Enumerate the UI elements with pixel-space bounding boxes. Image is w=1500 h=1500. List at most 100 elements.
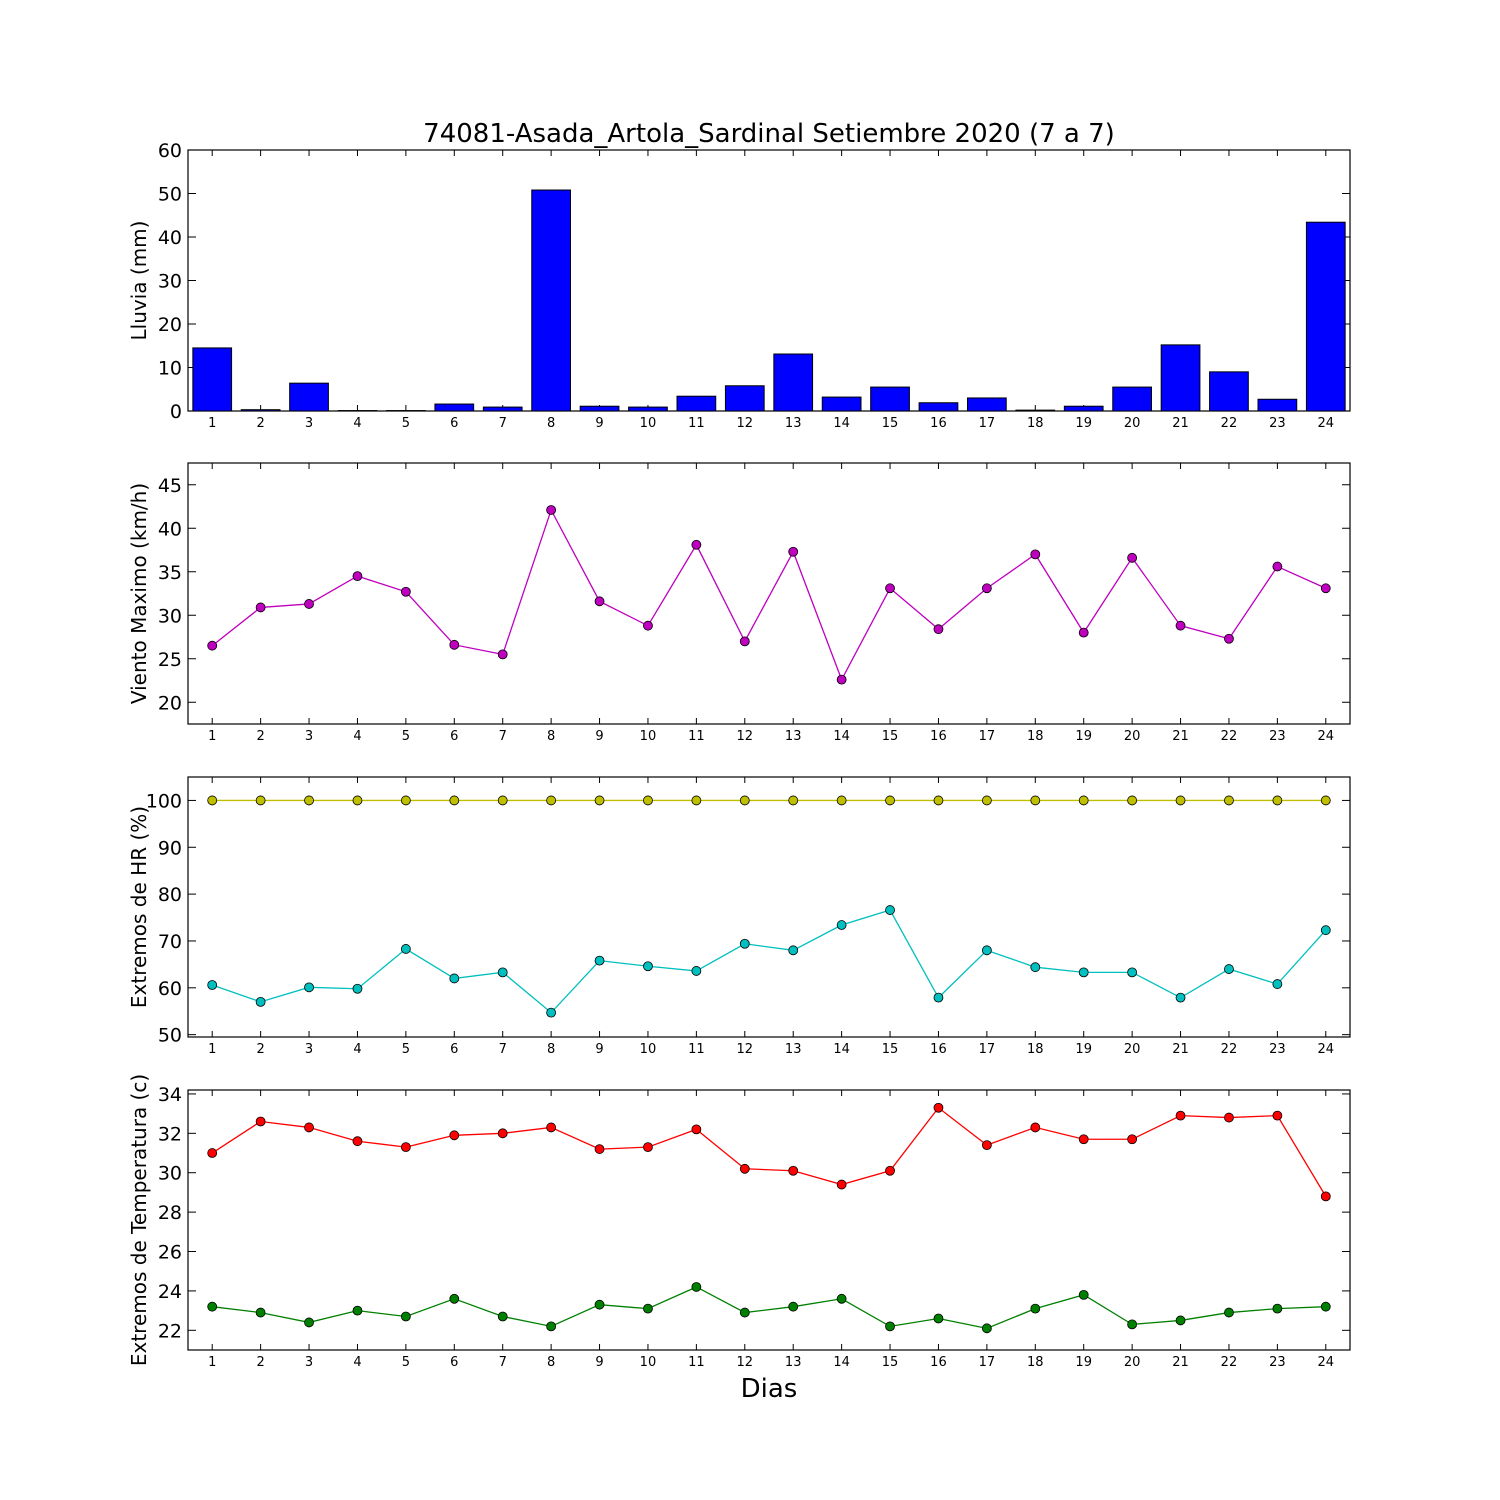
x-tick-label: 1 [208,1042,216,1057]
data-point [1320,1191,1331,1202]
data-point [1320,1301,1331,1312]
data-point [207,640,218,651]
x-tick-label: 9 [595,1042,603,1057]
x-tick-label: 19 [1075,1355,1092,1370]
y-tick-label: 100 [146,790,182,812]
y-tick-label: 50 [158,1025,182,1047]
x-tick-label: 5 [402,729,410,744]
data-point [1272,1303,1283,1314]
x-tick-label: 14 [833,1355,850,1370]
x-tick-label: 2 [256,1042,264,1057]
y-tick-label: 0 [170,401,182,423]
bar [676,395,717,412]
series-1 [207,1102,1331,1202]
data-point [1175,620,1186,631]
data-point [981,1323,992,1334]
x-tick-label: 24 [1318,1355,1335,1370]
data-point [933,624,944,635]
data-point [1127,552,1138,563]
bar [482,406,523,412]
x-tick-label: 12 [737,1355,754,1370]
x-tick-label: 14 [833,1042,850,1057]
y-tick-label: 80 [158,884,182,906]
y-tick-label: 45 [158,475,182,497]
y-tick-label: 35 [158,562,182,584]
data-point [449,1130,460,1141]
plot-frame [187,1089,1351,1351]
data-point [449,639,460,650]
data-point [1224,1307,1234,1318]
data-point [981,945,992,956]
x-tick-label: 8 [547,1355,555,1370]
x-tick-label: 22 [1221,729,1238,744]
bar [724,385,765,412]
y-tick-label: 60 [158,978,182,1000]
data-point [1272,795,1283,806]
data-point [739,1307,750,1318]
data-point [497,1311,508,1322]
data-point [1224,795,1234,806]
data-point [1320,583,1331,594]
y-tick-label: 32 [158,1123,182,1145]
x-tick-label: 14 [833,416,850,431]
y-axis-label: Extremos de Temperatura (c) [127,1074,151,1366]
x-tick-label: 24 [1318,416,1335,431]
data-point [1078,1289,1089,1300]
y-tick-label: 40 [158,518,182,540]
data-point [739,1163,750,1174]
series-line [211,1106,1327,1197]
bar [289,382,329,412]
data-point [546,795,557,806]
x-tick-label: 6 [450,1042,458,1057]
y-tick-label: 90 [158,837,182,859]
x-tick-label: 19 [1075,729,1092,744]
bar [1112,386,1152,412]
y-tick-label: 40 [158,227,182,249]
bar [1305,221,1346,412]
data-point [546,505,557,515]
x-tick-label: 11 [688,1042,705,1057]
data-point [1127,967,1138,978]
data-point [836,795,847,806]
x-tick-label: 13 [785,729,802,744]
x-tick-label: 7 [499,1355,507,1370]
x-tick-label: 19 [1075,416,1092,431]
data-point [497,967,508,978]
x-tick-label: 15 [882,1355,899,1370]
x-tick-label: 11 [688,416,705,431]
data-point [255,602,266,613]
x-tick-label: 5 [402,1355,410,1370]
x-tick-label: 10 [640,1042,657,1057]
data-point [546,1007,557,1018]
x-tick-label: 7 [499,729,507,744]
data-point [1078,627,1089,638]
data-point [255,795,266,806]
x-tick-label: 23 [1269,416,1286,431]
data-point [739,795,750,806]
x-tick-label: 7 [499,1042,507,1057]
y-tick-label: 30 [158,271,182,293]
data-point [400,795,411,806]
data-point [643,1142,653,1153]
data-point [885,1165,895,1176]
x-tick-label: 5 [402,1042,410,1057]
data-point [933,1313,944,1324]
x-tick-label: 16 [930,1042,947,1057]
x-tick-label: 7 [499,416,507,431]
y-tick-label: 50 [158,184,182,206]
data-point [885,795,895,806]
x-tick-label: 1 [208,1355,216,1370]
data-point [739,938,750,949]
data-point [449,795,460,806]
data-point [594,1299,605,1310]
x-tick-label: 14 [833,729,850,744]
x-tick-label: 17 [979,1042,996,1057]
data-point [400,1142,411,1153]
data-point [1030,1122,1041,1133]
y-tick-label: 28 [158,1202,182,1224]
data-point [1030,962,1041,973]
x-tick-label: 13 [785,1042,802,1057]
